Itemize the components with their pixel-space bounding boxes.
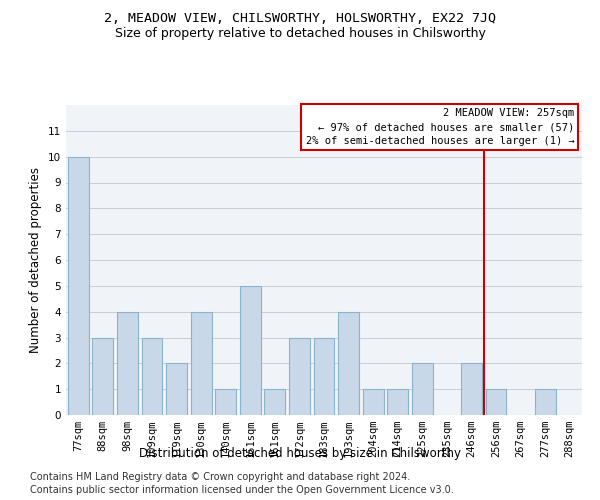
Bar: [92, 338, 113, 415]
Bar: [387, 389, 408, 415]
Bar: [191, 312, 212, 415]
Bar: [289, 338, 310, 415]
Text: 2, MEADOW VIEW, CHILSWORTHY, HOLSWORTHY, EX22 7JQ: 2, MEADOW VIEW, CHILSWORTHY, HOLSWORTHY,…: [104, 12, 496, 26]
Bar: [461, 364, 482, 415]
Bar: [485, 389, 506, 415]
Bar: [240, 286, 261, 415]
Text: Distribution of detached houses by size in Chilsworthy: Distribution of detached houses by size …: [139, 448, 461, 460]
Bar: [338, 312, 359, 415]
Text: Size of property relative to detached houses in Chilsworthy: Size of property relative to detached ho…: [115, 28, 485, 40]
Bar: [265, 389, 286, 415]
Bar: [215, 389, 236, 415]
Bar: [314, 338, 334, 415]
Text: Contains public sector information licensed under the Open Government Licence v3: Contains public sector information licen…: [30, 485, 454, 495]
Bar: [535, 389, 556, 415]
Bar: [142, 338, 163, 415]
Bar: [166, 364, 187, 415]
Bar: [68, 156, 89, 415]
Bar: [117, 312, 138, 415]
Bar: [362, 389, 383, 415]
Y-axis label: Number of detached properties: Number of detached properties: [29, 167, 43, 353]
Text: 2 MEADOW VIEW: 257sqm
← 97% of detached houses are smaller (57)
2% of semi-detac: 2 MEADOW VIEW: 257sqm ← 97% of detached …: [305, 108, 574, 146]
Bar: [412, 364, 433, 415]
Text: Contains HM Land Registry data © Crown copyright and database right 2024.: Contains HM Land Registry data © Crown c…: [30, 472, 410, 482]
